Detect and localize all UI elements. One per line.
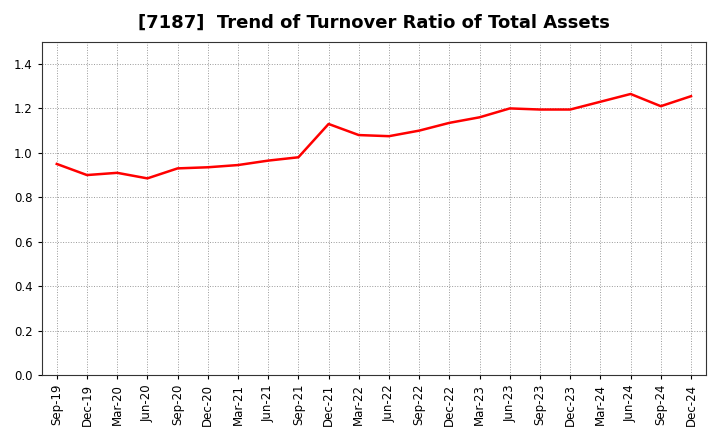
Title: [7187]  Trend of Turnover Ratio of Total Assets: [7187] Trend of Turnover Ratio of Total … [138, 14, 610, 32]
